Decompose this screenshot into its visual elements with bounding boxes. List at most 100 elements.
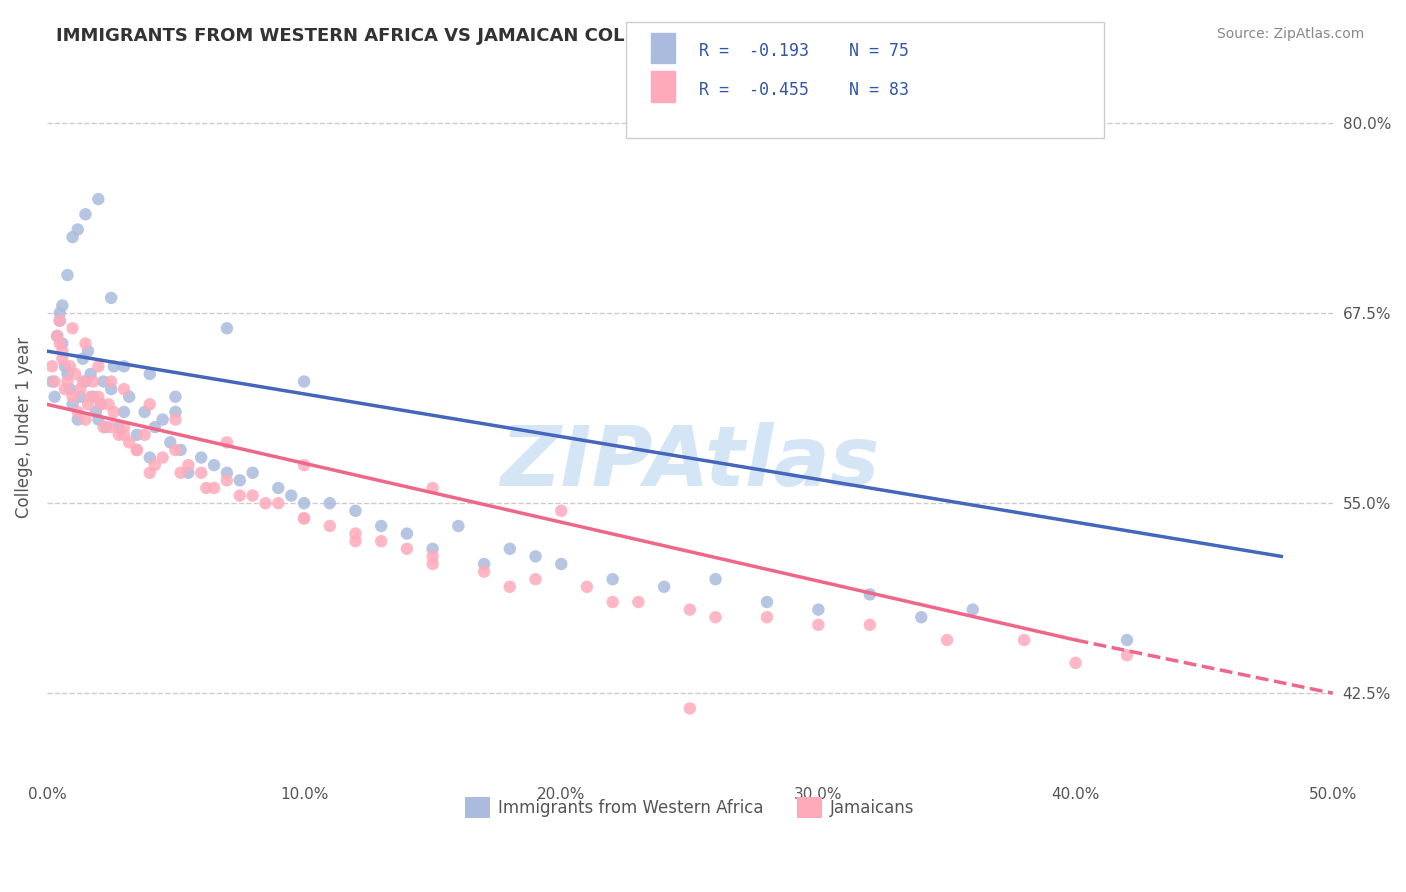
Point — [550, 557, 572, 571]
Point — [62, 390, 84, 404]
Point — [422, 541, 444, 556]
Point — [41, 359, 63, 374]
Point — [962, 602, 984, 616]
Point — [44, 375, 66, 389]
Point — [53, 382, 76, 396]
Point — [90, 397, 112, 411]
Point — [41, 375, 63, 389]
Point — [112, 382, 135, 396]
Point — [254, 496, 277, 510]
Point — [422, 549, 444, 564]
Point — [177, 466, 200, 480]
Point — [62, 397, 84, 411]
Point — [79, 390, 101, 404]
Point — [112, 427, 135, 442]
Point — [1116, 648, 1139, 663]
Y-axis label: College, Under 1 year: College, Under 1 year — [15, 336, 32, 517]
Point — [87, 359, 110, 374]
Point — [472, 557, 495, 571]
Point — [165, 405, 187, 419]
Point — [202, 481, 225, 495]
Point — [112, 359, 135, 374]
Point — [1116, 633, 1139, 648]
Point — [100, 382, 122, 396]
Point — [169, 442, 191, 457]
Point — [134, 427, 156, 442]
Point — [602, 572, 624, 586]
Point — [51, 336, 73, 351]
Point — [859, 617, 882, 632]
Point — [143, 420, 166, 434]
Point — [229, 474, 252, 488]
Point — [499, 580, 522, 594]
Point — [447, 519, 470, 533]
Point — [112, 405, 135, 419]
Point — [66, 412, 89, 426]
Point — [93, 420, 115, 434]
Point — [344, 526, 367, 541]
Point — [112, 420, 135, 434]
Point — [56, 268, 79, 282]
Point — [280, 489, 302, 503]
Point — [51, 344, 73, 359]
Point — [807, 602, 830, 616]
Text: ZIPAtlas: ZIPAtlas — [501, 422, 880, 502]
Point — [202, 458, 225, 472]
Point — [100, 375, 122, 389]
Point — [46, 329, 69, 343]
Point — [575, 580, 598, 594]
Point — [550, 504, 572, 518]
Point — [679, 701, 702, 715]
Point — [103, 359, 125, 374]
Point — [524, 549, 547, 564]
Point — [59, 382, 82, 396]
Point — [215, 435, 238, 450]
Point — [242, 489, 264, 503]
Point — [267, 481, 290, 495]
Point — [395, 541, 418, 556]
Point — [807, 617, 830, 632]
Point — [704, 610, 727, 624]
Point — [63, 367, 86, 381]
Point — [56, 375, 79, 389]
Point — [48, 306, 70, 320]
Point — [69, 390, 91, 404]
Point — [87, 412, 110, 426]
Point — [319, 496, 342, 510]
Point — [679, 602, 702, 616]
Point — [292, 375, 315, 389]
Point — [44, 390, 66, 404]
Point — [292, 496, 315, 510]
Point — [292, 458, 315, 472]
Text: R =  -0.455    N = 83: R = -0.455 N = 83 — [699, 80, 908, 98]
Point — [344, 534, 367, 549]
Point — [524, 572, 547, 586]
Point — [62, 230, 84, 244]
Point — [87, 390, 110, 404]
Point — [910, 610, 932, 624]
Point — [1012, 633, 1035, 648]
Point — [602, 595, 624, 609]
Point — [59, 359, 82, 374]
Point — [56, 367, 79, 381]
Point — [97, 397, 120, 411]
Point — [165, 442, 187, 457]
Point — [652, 580, 675, 594]
Point — [195, 481, 218, 495]
Point — [118, 390, 141, 404]
Point — [51, 299, 73, 313]
Point — [93, 375, 115, 389]
Point — [936, 633, 959, 648]
Point — [190, 466, 212, 480]
Point — [72, 375, 94, 389]
Point — [229, 489, 252, 503]
Point — [1064, 656, 1087, 670]
Point — [125, 442, 148, 457]
Point — [82, 375, 104, 389]
Point — [62, 321, 84, 335]
Point — [139, 397, 162, 411]
Point — [292, 511, 315, 525]
Point — [139, 367, 162, 381]
Point — [125, 427, 148, 442]
Point — [108, 420, 131, 434]
